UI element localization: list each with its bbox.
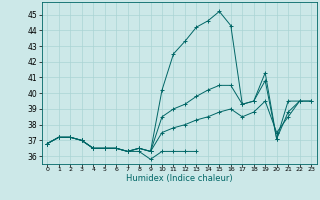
X-axis label: Humidex (Indice chaleur): Humidex (Indice chaleur) [126,174,233,183]
